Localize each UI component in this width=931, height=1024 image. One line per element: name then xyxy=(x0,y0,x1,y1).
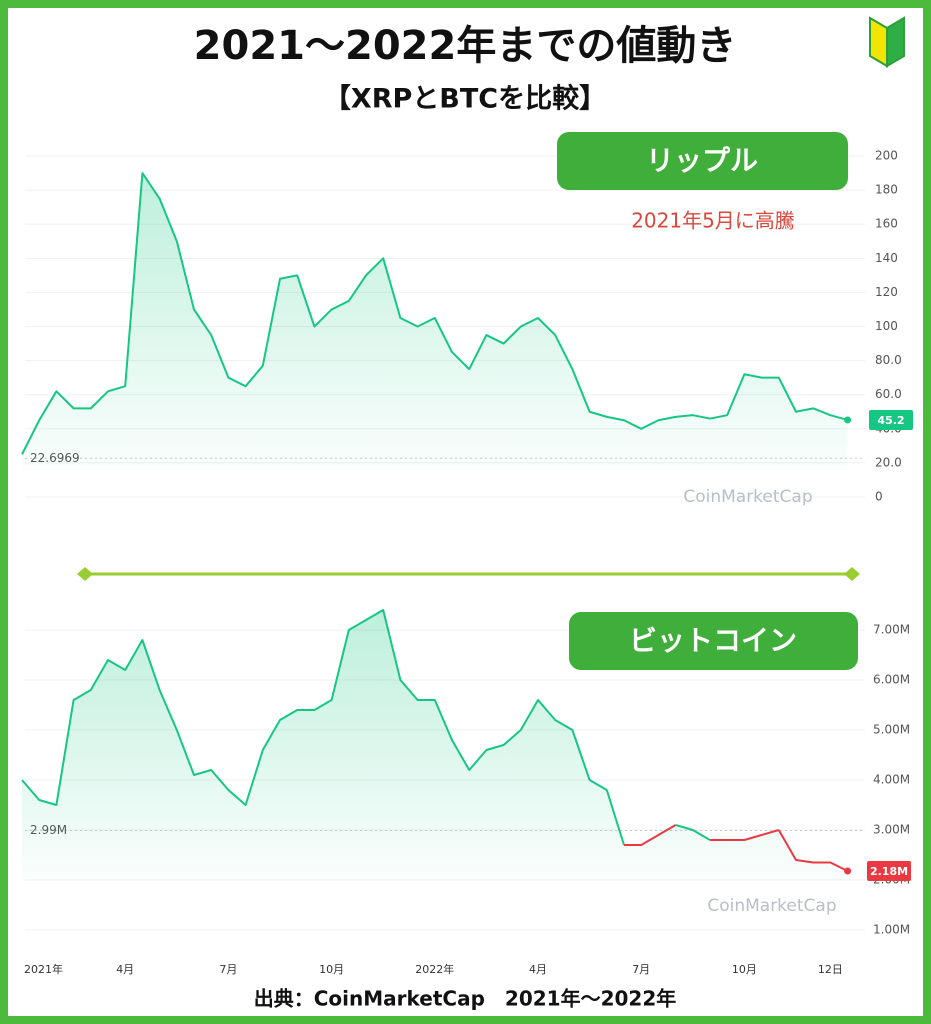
x-tick-label: 4月 xyxy=(116,963,134,976)
x-tick-label: 4月 xyxy=(529,963,547,976)
line xyxy=(710,829,780,841)
plot-area: 020.040.060.080.010012014016018020022.69… xyxy=(21,149,913,976)
watermark: CoinMarketCap xyxy=(707,896,836,916)
y-tick-label: 6.00M xyxy=(873,673,910,687)
y-tick-label: 1.00M xyxy=(873,923,910,937)
line xyxy=(21,172,848,455)
x-tick-label: 7月 xyxy=(219,963,237,976)
y-tick-label: 0 xyxy=(875,490,883,504)
line xyxy=(777,829,849,872)
y-tick-label: 180 xyxy=(875,183,898,197)
last-value-badge xyxy=(869,409,913,430)
beginner-icon xyxy=(869,16,905,68)
y-tick-label: 3.00M xyxy=(873,823,910,837)
area xyxy=(22,610,848,880)
y-tick-label: 100 xyxy=(875,319,898,333)
y-tick-label: 7.00M xyxy=(873,623,910,637)
source: 出典：CoinMarketCap 2021年〜2022年 xyxy=(254,987,676,1011)
separator-end xyxy=(844,567,860,581)
y-tick-label: 200 xyxy=(875,149,898,163)
last-value-badge xyxy=(867,861,911,881)
chart-label: ビットコイン xyxy=(629,624,797,657)
watermark: CoinMarketCap xyxy=(683,487,812,507)
y-tick-label: 80.0 xyxy=(875,353,902,367)
label-badge xyxy=(557,132,848,190)
y-tick-label: 5.00M xyxy=(873,723,910,737)
last-value-label: 2.18M xyxy=(870,865,908,878)
separator-end xyxy=(77,567,93,581)
y-tick-label: 60.0 xyxy=(875,387,902,401)
title: 2021〜2022年までの値動き xyxy=(194,23,737,69)
chart-label: リップル xyxy=(646,144,758,177)
y-tick-label: 140 xyxy=(875,251,898,265)
annotation: 2021年5月に高騰 xyxy=(631,209,795,233)
y-tick-label: 4.00M xyxy=(873,773,910,787)
x-tick-label: 7月 xyxy=(632,963,650,976)
subtitle: 【XRPとBTCを比較】 xyxy=(324,83,606,115)
x-tick-label: 2021年 xyxy=(24,962,63,976)
x-tick-label: 10月 xyxy=(732,963,757,976)
label-badge xyxy=(569,612,858,670)
last-point xyxy=(844,416,852,424)
x-tick-label: 2022年 xyxy=(415,962,454,976)
x-tick-label: 12日 xyxy=(818,963,843,976)
line xyxy=(21,609,625,846)
line xyxy=(675,824,711,841)
line xyxy=(624,824,677,846)
y-tick-label: 20.0 xyxy=(875,455,902,469)
y-tick-label: 120 xyxy=(875,285,898,299)
y-tick-label: 160 xyxy=(875,217,898,231)
last-value-label: 45.2 xyxy=(877,414,904,427)
area xyxy=(22,173,848,470)
x-tick-label: 10月 xyxy=(319,963,344,976)
last-point xyxy=(844,867,852,875)
